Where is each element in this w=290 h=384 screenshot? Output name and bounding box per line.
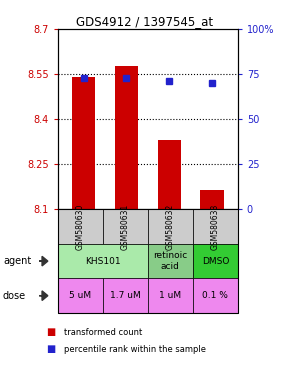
Text: GSM580630: GSM580630 [76, 204, 85, 250]
Text: retinoic
acid: retinoic acid [153, 252, 188, 271]
Text: percentile rank within the sample: percentile rank within the sample [64, 345, 206, 354]
Text: GSM580632: GSM580632 [166, 204, 175, 250]
Bar [115, 66, 138, 209]
Text: 0.1 %: 0.1 % [202, 291, 228, 300]
Text: GDS4912 / 1397545_at: GDS4912 / 1397545_at [77, 15, 213, 28]
Text: DMSO: DMSO [202, 257, 229, 266]
Text: transformed count: transformed count [64, 328, 142, 337]
Text: ■: ■ [46, 344, 56, 354]
Text: GSM580633: GSM580633 [211, 204, 220, 250]
Text: agent: agent [3, 256, 31, 266]
Text: 1 uM: 1 uM [159, 291, 182, 300]
Text: ■: ■ [46, 327, 56, 337]
Text: KHS101: KHS101 [85, 257, 121, 266]
Text: GSM580631: GSM580631 [121, 204, 130, 250]
Bar [72, 77, 95, 209]
Bar [157, 140, 181, 209]
Text: 1.7 uM: 1.7 uM [110, 291, 141, 300]
Text: dose: dose [3, 291, 26, 301]
Text: 5 uM: 5 uM [69, 291, 92, 300]
Bar [200, 190, 224, 209]
